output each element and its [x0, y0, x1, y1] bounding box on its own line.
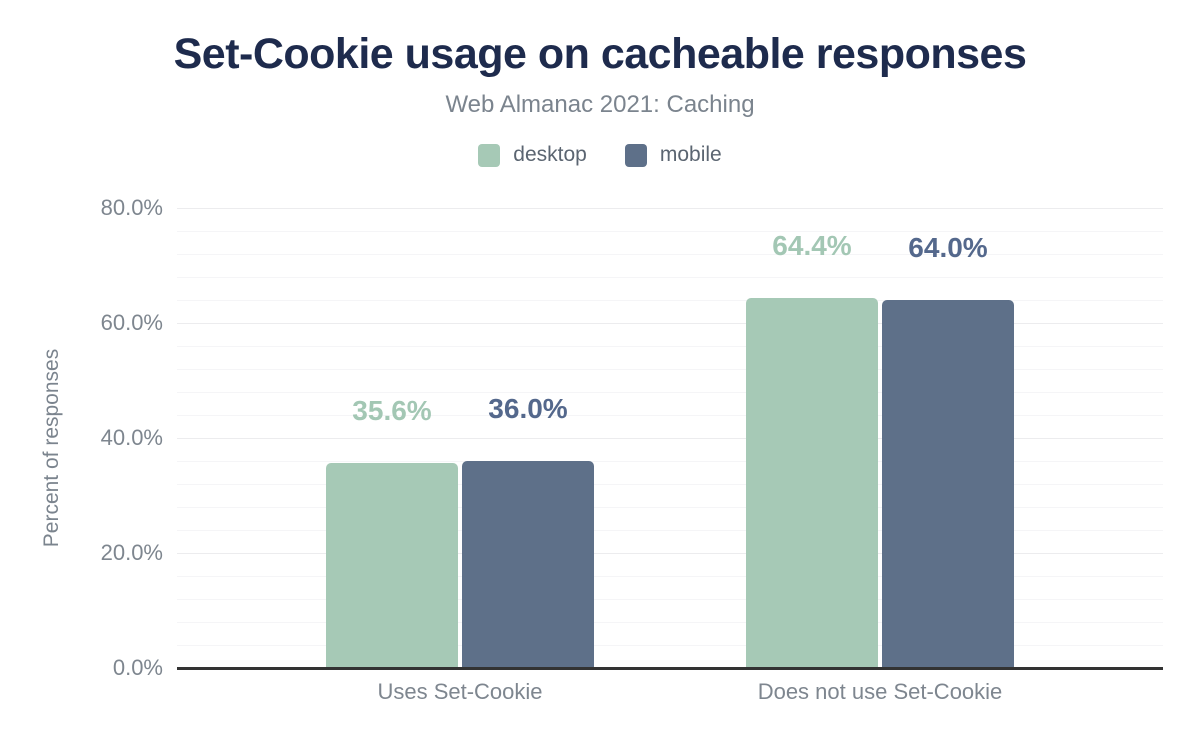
x-tick-label-2: Does not use Set-Cookie: [757, 679, 1003, 704]
gridline-major: [177, 553, 1163, 554]
gridline-minor: [177, 392, 1163, 393]
chart-subtitle: Web Almanac 2021: Caching: [445, 91, 755, 118]
bar-desktop-2: [746, 298, 878, 668]
x-tick-label-1: Uses Set-Cookie: [377, 679, 543, 704]
y-axis-title: Percent of responses: [40, 348, 63, 548]
gridline-minor: [177, 530, 1163, 531]
value-label-mobile-2: 64.0%: [908, 232, 988, 263]
bar-mobile-2: [882, 300, 1014, 668]
gridline-minor: [177, 300, 1163, 301]
legend-item-mobile: mobile: [624, 143, 722, 167]
y-tick-label-40: 40.0%: [100, 425, 163, 450]
gridline-minor: [177, 254, 1163, 255]
gridline-minor: [177, 461, 1163, 462]
bar-mobile-1: [462, 461, 594, 668]
x-axis-line: [177, 667, 1163, 670]
y-tick-label-80: 80.0%: [100, 195, 163, 220]
gridline-major: [177, 208, 1163, 209]
value-label-mobile-1: 36.0%: [488, 393, 568, 424]
gridline-minor: [177, 415, 1163, 416]
legend-label-mobile: mobile: [659, 143, 722, 166]
gridline-minor: [177, 599, 1163, 600]
gridline-minor: [177, 645, 1163, 646]
gridline-minor: [177, 369, 1163, 370]
gridline-minor: [177, 277, 1163, 278]
gridline-minor: [177, 231, 1163, 232]
gridline-minor: [177, 507, 1163, 508]
gridline-minor: [177, 484, 1163, 485]
gridline-minor: [177, 622, 1163, 623]
value-label-desktop-1: 35.6%: [352, 395, 432, 426]
chart-title: Set-Cookie usage on cacheable responses: [173, 30, 1027, 78]
y-tick-label-20: 20.0%: [100, 540, 163, 565]
gridline-minor: [177, 576, 1163, 577]
gridline-major: [177, 323, 1163, 324]
y-tick-label-0: 0.0%: [112, 655, 163, 680]
gridline-major: [177, 438, 1163, 439]
gridline-minor: [177, 346, 1163, 347]
bar-desktop-1: [326, 463, 458, 668]
mobile-swatch-icon: [624, 143, 647, 167]
legend-label-desktop: desktop: [513, 143, 587, 166]
desktop-swatch-icon: [478, 143, 501, 167]
legend: desktop mobile: [0, 143, 1200, 167]
legend-item-desktop: desktop: [478, 143, 587, 167]
y-tick-label-60: 60.0%: [100, 310, 163, 335]
value-label-desktop-2: 64.4%: [772, 230, 852, 261]
